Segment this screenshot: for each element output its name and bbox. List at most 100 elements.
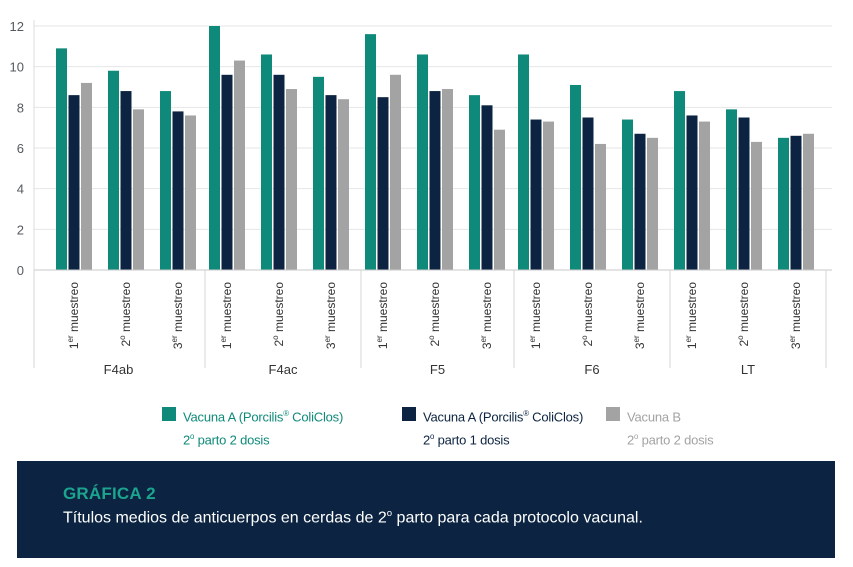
axis-labels: 0 2 4 6 8 10 12 1er muestreo 2o muestreo 3er mues…	[10, 19, 803, 377]
bar	[582, 117, 594, 270]
legend-2-line2-num: 2	[423, 432, 431, 448]
x-tick-label: 3er muestreo	[170, 282, 185, 349]
x-tick-label: 3er muestreo	[788, 282, 803, 349]
caption-text: Títulos medios de anticuerpos en cerdas …	[63, 508, 643, 527]
bar	[377, 97, 389, 271]
x-tick-label: 1er muestreo	[219, 282, 234, 349]
legend-1-line1: Vacuna A (Porcilis	[183, 409, 284, 425]
bar-chart: 0 2 4 6 8 10 12 1er muestreo 2o muestreo 3er mues…	[10, 19, 832, 377]
y-tick-label: 6	[17, 141, 24, 156]
bar	[442, 89, 453, 271]
caption-text-sup: o	[386, 508, 393, 519]
bar	[286, 89, 297, 271]
bar	[778, 137, 789, 270]
bar	[108, 70, 119, 270]
bar	[261, 54, 272, 270]
legend-swatch-2	[402, 407, 416, 421]
bar	[390, 74, 401, 270]
bar	[751, 141, 762, 270]
bar	[726, 109, 737, 270]
bar	[790, 135, 802, 270]
legend-swatch-3	[606, 407, 620, 421]
x-tick-label: 2o muestreo	[271, 282, 286, 347]
bar	[120, 91, 132, 270]
legend-text-1: Vacuna A (Porcilis® ColiClos) 2o parto 2…	[183, 404, 343, 451]
x-tick-label: 3er muestreo	[323, 282, 338, 349]
legend-2-line1-post: ColiClos)	[528, 409, 584, 425]
legend-3-line2: parto 2 dosis	[638, 432, 714, 448]
caption-title: GRÁFICA 2	[63, 484, 156, 503]
legend-1-line2: parto 2 dosis	[194, 432, 270, 448]
bar	[686, 115, 698, 270]
bar	[209, 26, 220, 270]
y-tick-label: 12	[10, 19, 24, 34]
legend-2-sup: ®	[523, 409, 529, 418]
y-tick-label: 0	[17, 263, 24, 278]
x-tick-label: 2o muestreo	[580, 282, 595, 347]
y-tick-label: 4	[17, 182, 24, 197]
x-tick-label: 2o muestreo	[118, 282, 133, 347]
bar	[622, 119, 633, 271]
bar	[481, 105, 493, 270]
legend-1-line1-post: ColiClos)	[288, 409, 344, 425]
group-label: F6	[584, 362, 599, 377]
bar	[68, 95, 80, 270]
caption-text-post: parto para cada protocolo vacunal.	[392, 509, 643, 527]
bar	[172, 111, 184, 271]
bar	[570, 84, 581, 270]
x-tick-label: 1er muestreo	[528, 282, 543, 349]
bar	[803, 133, 814, 270]
x-tick-label: 1er muestreo	[375, 282, 390, 349]
y-tick-label: 2	[17, 222, 24, 237]
x-tick-label: 3er muestreo	[479, 282, 494, 349]
legend-2-line2-sup: o	[430, 432, 435, 442]
bar	[647, 137, 658, 270]
bar	[273, 74, 285, 270]
bar	[469, 95, 480, 270]
caption-box: GRÁFICA 2 Títulos medios de anticuerpos …	[17, 461, 835, 558]
bar	[365, 34, 376, 271]
y-tick-label: 10	[10, 60, 24, 75]
legend-3-line2-sup: o	[634, 432, 639, 442]
bar	[338, 99, 349, 270]
bar	[133, 109, 144, 270]
group-label: F5	[430, 362, 445, 377]
bar	[325, 95, 337, 270]
legend-3-line2-num: 2	[627, 432, 635, 448]
legend-2-line1: Vacuna A (Porcilis	[423, 409, 524, 425]
bar	[160, 91, 171, 270]
bar	[595, 143, 606, 270]
group-label: F4ab	[104, 362, 134, 377]
group-label: F4ac	[269, 362, 298, 377]
legend-1-line2-num: 2	[183, 432, 191, 448]
x-tick-label: 2o muestreo	[427, 282, 442, 347]
bar	[221, 74, 233, 270]
bar	[234, 60, 245, 270]
axes	[33, 20, 832, 368]
bar	[634, 133, 646, 270]
legend-2-line2: parto 1 dosis	[434, 432, 510, 448]
legend-text-2: Vacuna A (Porcilis® ColiClos) 2o parto 1…	[423, 404, 583, 451]
bar	[494, 129, 505, 270]
bar	[81, 82, 92, 270]
x-tick-label: 2o muestreo	[736, 282, 751, 347]
bar	[56, 48, 67, 270]
bar	[530, 119, 542, 271]
x-tick-label: 1er muestreo	[66, 282, 81, 349]
legend-3-line1: Vacuna B	[627, 409, 681, 425]
bars	[56, 26, 814, 271]
y-tick-label: 8	[17, 100, 24, 115]
bar	[185, 115, 196, 270]
legend-text-3: Vacuna B 2o parto 2 dosis	[627, 404, 714, 451]
bar	[313, 76, 324, 270]
caption-text-pre: Títulos medios de anticuerpos en cerdas …	[63, 509, 387, 527]
legend-1-line2-sup: o	[190, 432, 195, 442]
bar	[543, 121, 554, 270]
x-tick-label: 1er muestreo	[684, 282, 699, 349]
legend-swatch-1	[162, 407, 176, 421]
group-label: LT	[741, 362, 755, 377]
bar	[417, 54, 428, 270]
bar	[699, 121, 710, 270]
bar	[518, 54, 529, 270]
x-tick-label: 3er muestreo	[632, 282, 647, 349]
